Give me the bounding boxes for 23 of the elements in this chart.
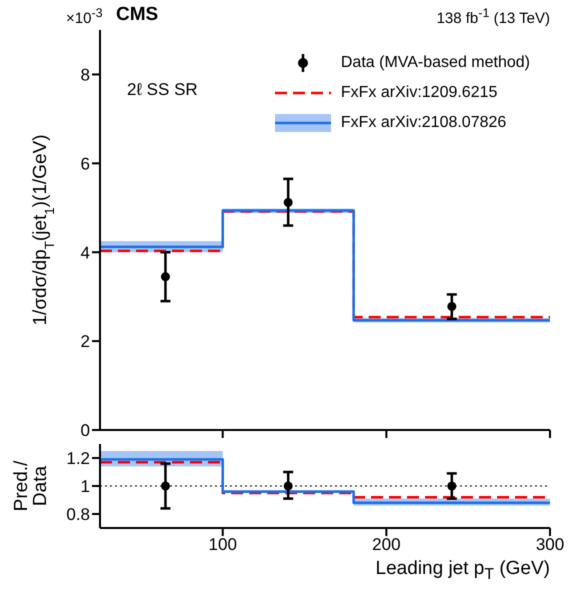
y-tick-label: 0 — [80, 421, 90, 440]
legend-label: FxFx arXiv:2108.07826 — [340, 114, 506, 132]
y-tick-label: 1.2 — [66, 449, 90, 468]
x-tick-label: 300 — [536, 535, 564, 554]
y-tick-label: 1 — [80, 477, 90, 496]
y-tick-label: 0.8 — [66, 505, 90, 524]
point — [284, 198, 293, 207]
point — [160, 272, 170, 282]
y-axis-title: Pred./ Data — [11, 460, 51, 512]
y-tick-label: 4 — [80, 243, 90, 262]
x-tick-label: 100 — [208, 535, 237, 554]
y-tick-label: 8 — [80, 65, 90, 84]
x-tick-label: 200 — [372, 535, 401, 554]
legend-label: FxFx arXiv:1209.6215 — [340, 84, 498, 102]
point — [447, 302, 456, 311]
x-axis-title: Leading jet p$_{T}$ (GeV) — [376, 558, 550, 583]
legend-label: Data (MVA-based method) — [340, 54, 530, 72]
y-tick-label: 6 — [80, 154, 90, 174]
y-tick-label: 2 — [80, 332, 90, 352]
annotation: 2ℓ SS SR — [127, 80, 198, 99]
text: ×10$^{-3}$ — [66, 6, 103, 27]
text: 138 fb$^{-1}$ (13 TeV) — [436, 6, 550, 27]
chart-title: CMS — [116, 4, 158, 26]
